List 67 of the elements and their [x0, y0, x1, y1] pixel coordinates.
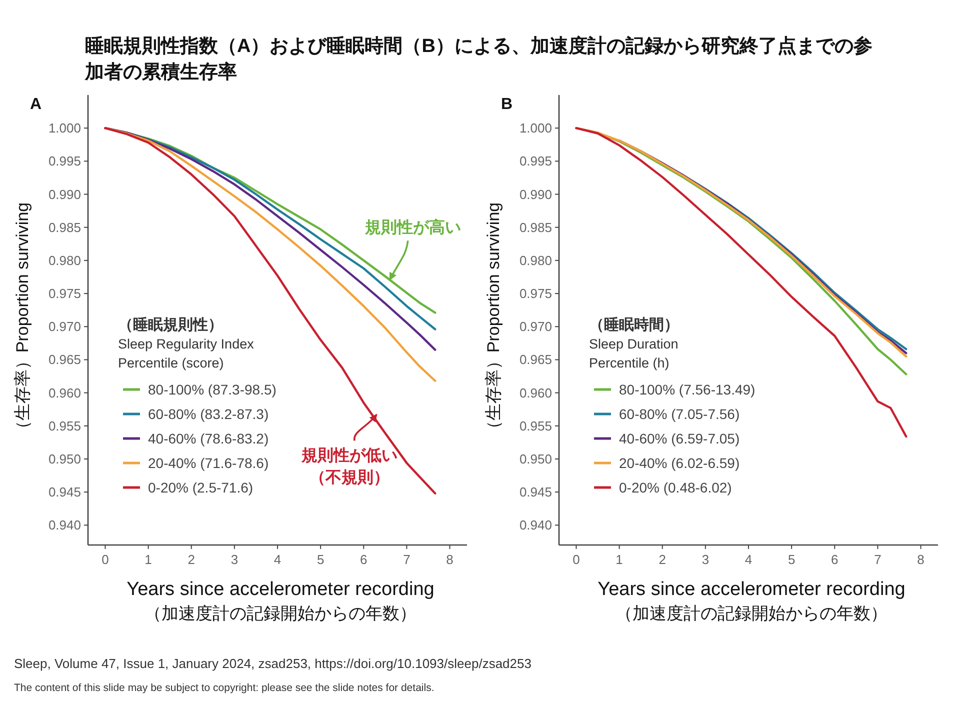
- x-tick-label: 6: [360, 552, 368, 567]
- legend-label: 20-40% (6.02-6.59): [619, 455, 740, 471]
- y-tick-label: 0.955: [519, 418, 552, 434]
- y-tick-label: 0.940: [519, 518, 552, 533]
- legend-label: 60-80% (83.2-87.3): [148, 406, 269, 422]
- annotation: 規則性が低い（不規則）: [300, 446, 398, 487]
- y-tick-label: 0.995: [48, 154, 81, 169]
- x-tick-label: 5: [316, 552, 324, 567]
- x-tick-label: 1: [144, 552, 152, 567]
- legend-title: （睡眠時間） Sleep Duration Percentile (h): [589, 316, 679, 370]
- x-tick-label: 8: [917, 552, 924, 567]
- legend-label: 0-20% (0.48-6.02): [619, 480, 732, 496]
- x-tick-label: 8: [446, 552, 454, 567]
- x-tick-label: 4: [744, 552, 752, 567]
- y-tick-label: 0.945: [48, 484, 81, 500]
- y-tick-label: 0.990: [519, 186, 552, 202]
- x-tick-label: 1: [616, 552, 623, 567]
- x-tick-label: 3: [702, 552, 710, 567]
- y-tick-label: 0.965: [48, 352, 81, 368]
- chart-subtitle: B: [501, 96, 513, 113]
- x-tick-label: 6: [831, 552, 838, 567]
- y-tick-label: 0.990: [48, 186, 81, 202]
- y-tick-label: 0.950: [48, 451, 81, 466]
- y-tick-label: 0.955: [48, 418, 81, 434]
- chart-title: 睡眠規則性指数（A）および睡眠時間（B）による、加速度計の記録から研究終了点までの参加者の累積生存率: [84, 35, 872, 83]
- y-axis-title: （生存率）Proportion surviving: [484, 202, 503, 438]
- annotation: 規則性が高い: [364, 218, 461, 237]
- x-tick-label: 4: [274, 552, 282, 567]
- y-tick-label: 0.980: [48, 252, 81, 268]
- y-axis-title: （生存率）Proportion surviving: [13, 202, 32, 438]
- y-tick-label: 0.950: [519, 451, 552, 466]
- legend-label: 20-40% (71.6-78.6): [148, 455, 269, 471]
- x-axis-title: Years since accelerometer recording （加速度計の記録開始からの年数）: [598, 579, 906, 623]
- text: The content of this slide may be subject to copyright: please see the slide notes for details.: [14, 682, 434, 694]
- y-tick-label: 1.000: [519, 120, 552, 136]
- y-tick-label: 0.975: [519, 286, 552, 302]
- y-tick-label: 0.995: [519, 154, 552, 169]
- legend-label: 80-100% (87.3-98.5): [148, 382, 276, 398]
- legend-label: 60-80% (7.05-7.56): [619, 406, 740, 422]
- y-tick-label: 1.000: [48, 120, 81, 136]
- x-tick-label: 5: [788, 552, 796, 567]
- y-tick-label: 0.945: [519, 484, 552, 500]
- legend-label: 40-60% (6.59-7.05): [619, 430, 740, 446]
- legend-title: （睡眠規則性） Sleep Regularity Index Percentile (score): [118, 316, 254, 370]
- x-tick-label: 0: [102, 552, 109, 567]
- y-tick-label: 0.970: [519, 319, 552, 334]
- y-tick-label: 0.975: [48, 286, 81, 302]
- y-tick-label: 0.985: [519, 220, 552, 235]
- y-tick-label: 0.965: [519, 352, 552, 368]
- legend-label: 80-100% (7.56-13.49): [619, 382, 756, 398]
- y-tick-label: 0.960: [48, 385, 81, 400]
- y-tick-label: 0.980: [519, 252, 552, 268]
- y-tick-label: 0.940: [48, 518, 81, 533]
- x-tick-label: 7: [874, 552, 882, 567]
- y-tick-label: 0.970: [48, 319, 81, 334]
- x-tick-label: 3: [230, 552, 238, 567]
- y-tick-label: 0.985: [48, 220, 81, 235]
- legend-label: 0-20% (2.5-71.6): [148, 480, 254, 496]
- chart-subtitle: A: [30, 96, 42, 113]
- text: Sleep, Volume 47, Issue 1, January 2024, zsad253, https://doi.org/10.1093/sleep/zsad253: [14, 656, 532, 671]
- x-tick-label: 0: [572, 552, 580, 567]
- legend-label: 40-60% (78.6-83.2): [148, 430, 269, 446]
- x-axis-title: Years since accelerometer recording （加速度計の記録開始からの年数）: [126, 579, 434, 623]
- x-tick-label: 2: [658, 552, 666, 567]
- y-tick-label: 0.960: [519, 385, 552, 400]
- x-tick-label: 7: [403, 552, 410, 567]
- x-tick-label: 2: [188, 552, 195, 567]
